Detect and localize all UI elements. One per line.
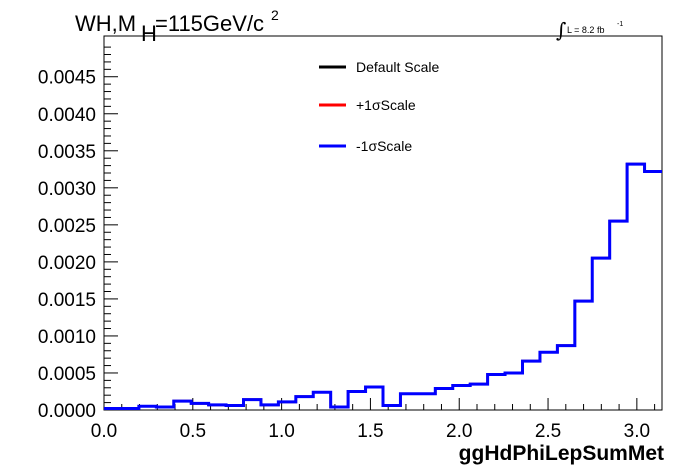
legend-label: -1σScale xyxy=(356,138,412,154)
x-tick-label: 1.0 xyxy=(268,421,294,442)
legend: Default Scale +1σScale -1σScale xyxy=(319,59,439,154)
x-tick-label: 2.5 xyxy=(535,421,561,442)
x-tick-label: 2.0 xyxy=(446,421,472,442)
x-axis-ticks: 0.0 0.5 1.0 1.5 2.0 2.5 3.0 xyxy=(91,398,656,442)
y-axis-ticks: 0.0000 0.0005 0.0010 0.0015 0.0020 0.0025 0.00… xyxy=(38,46,118,422)
legend-label: +1σScale xyxy=(356,97,416,113)
y-tick-label: 0.0025 xyxy=(38,216,96,237)
series-layer xyxy=(104,162,662,411)
x-tick-label: 0.5 xyxy=(180,421,206,442)
title-superscript: 2 xyxy=(271,7,279,23)
lumi-superscript: -1 xyxy=(617,21,623,28)
x-tick-label: 1.5 xyxy=(357,421,383,442)
y-tick-label: 0.0000 xyxy=(38,401,96,422)
legend-label: Default Scale xyxy=(356,59,439,75)
y-tick-label: 0.0045 xyxy=(38,68,96,89)
title-subscript: H xyxy=(141,21,157,46)
plot-frame xyxy=(103,35,663,411)
x-tick-label: 3.0 xyxy=(624,421,650,442)
y-tick-label: 0.0030 xyxy=(38,179,96,200)
lumi-text: L = 8.2 fb xyxy=(567,25,604,35)
y-tick-label: 0.0010 xyxy=(38,327,96,348)
lumi-integral-sign: ∫ xyxy=(556,18,566,42)
series-line-1 xyxy=(104,162,662,410)
y-tick-label: 0.0005 xyxy=(38,364,96,385)
series-line-0 xyxy=(104,162,662,410)
series-line-2 xyxy=(104,162,662,411)
title-rest: =115GeV/c xyxy=(155,11,264,36)
y-tick-label: 0.0040 xyxy=(38,105,96,126)
y-tick-label: 0.0020 xyxy=(38,253,96,274)
y-tick-label: 0.0015 xyxy=(38,290,96,311)
x-axis-title: ggHdPhiLepSumMet xyxy=(459,442,664,465)
title-main: WH,M xyxy=(75,11,136,36)
x-tick-label: 0.0 xyxy=(91,421,117,442)
y-tick-label: 0.0035 xyxy=(38,142,96,163)
